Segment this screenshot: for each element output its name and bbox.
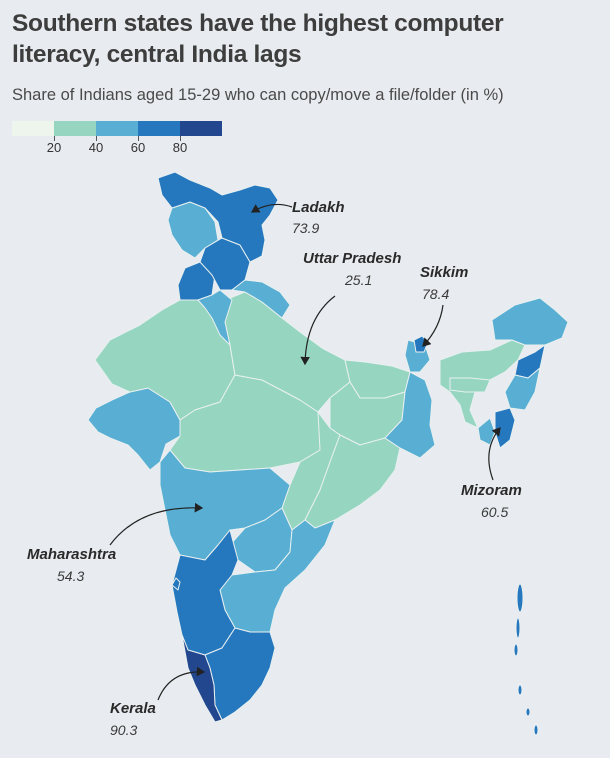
legend-swatch-3 <box>138 121 180 136</box>
value-kerala: 90.3 <box>110 722 138 738</box>
arrow-ladakh <box>250 203 293 213</box>
legend-swatch-4 <box>180 121 222 136</box>
state-haryana <box>197 289 233 346</box>
legend-swatch-2 <box>96 121 138 136</box>
state-arunachal <box>491 297 569 346</box>
value-uttar-pradesh: 25.1 <box>345 272 373 288</box>
state-mizoram <box>494 407 516 449</box>
value-maharashtra: 54.3 <box>57 568 85 584</box>
chart-subtitle: Share of Indians aged 15-29 who can copy… <box>12 86 504 104</box>
state-kerala <box>181 634 223 723</box>
chart-title: Southern states have the highest compute… <box>12 10 504 68</box>
state-uttarakhand <box>231 279 291 319</box>
legend-swatch-0 <box>12 121 54 136</box>
state-ladakh <box>157 171 279 263</box>
arrow-kerala <box>157 666 206 701</box>
legend-ticks: 20 40 60 80 <box>12 136 232 155</box>
arrow-maharashtra <box>109 502 204 546</box>
value-ladakh: 73.9 <box>292 220 320 236</box>
value-sikkim: 78.4 <box>422 286 450 302</box>
legend-tick-label: 20 <box>46 140 62 155</box>
legend-tick-label: 80 <box>172 140 188 155</box>
state-goa <box>171 577 181 591</box>
value-mizoram: 60.5 <box>481 504 509 520</box>
label-kerala: Kerala <box>110 700 156 717</box>
andaman-nicobar-islands <box>513 583 539 736</box>
label-sikkim: Sikkim <box>420 264 469 281</box>
legend-tick-label: 60 <box>130 140 146 155</box>
label-uttar-pradesh: Uttar Pradesh <box>303 250 402 267</box>
legend-tick-label: 40 <box>88 140 104 155</box>
state-manipur <box>504 367 541 411</box>
color-legend <box>12 121 222 136</box>
state-meghalaya <box>449 377 491 393</box>
state-tripura <box>477 417 496 446</box>
label-ladakh: Ladakh <box>292 199 345 216</box>
arrow-uttar-pradesh <box>300 295 336 366</box>
state-karnataka <box>171 529 239 656</box>
label-maharashtra: Maharashtra <box>27 546 117 563</box>
arrow-mizoram <box>488 427 501 481</box>
legend-swatch-1 <box>54 121 96 136</box>
label-mizoram: Mizoram <box>461 482 522 499</box>
arrow-sikkim <box>422 304 444 347</box>
